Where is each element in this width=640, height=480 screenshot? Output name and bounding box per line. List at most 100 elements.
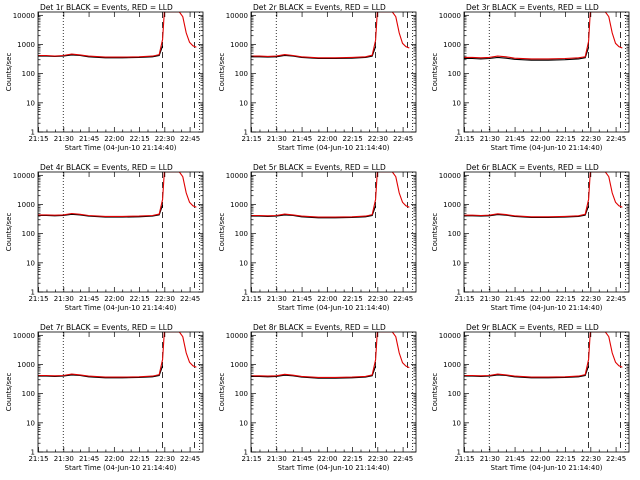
y-tick-label: 10000 (439, 332, 461, 340)
lld-series-line (464, 332, 623, 378)
events-series-line (251, 365, 377, 379)
y-tick-label: 10000 (226, 172, 248, 180)
x-tick-label: 21:30 (54, 295, 74, 303)
x-tick-label: 22:30 (155, 295, 175, 303)
x-axis-label: Start Time (04-Jun-10 21:14:40) (491, 304, 603, 312)
y-tick-label: 10000 (13, 172, 35, 180)
panel-8: Det 8r BLACK = Events, RED = LLD 1 10 100 10… (218, 323, 417, 472)
lld-series-line (251, 172, 410, 218)
x-tick-label: 21:45 (292, 135, 312, 143)
y-tick-label: 10000 (226, 12, 248, 20)
series-group (464, 12, 623, 61)
series-group (464, 332, 623, 379)
y-tick-label: 1000 (230, 41, 248, 49)
plot-frame (37, 171, 204, 293)
x-tick-label: 21:15 (241, 295, 261, 303)
x-tick-label: 21:30 (480, 455, 500, 463)
y-tick-label: 1000 (17, 361, 35, 369)
lld-series-line (464, 172, 623, 218)
x-tick-label: 22:15 (342, 455, 362, 463)
y-axis-label: Counts/sec (218, 373, 226, 412)
x-tick-label: 22:30 (368, 295, 388, 303)
x-tick-label: 22:00 (530, 295, 550, 303)
panel-title: Det 7r BLACK = Events, RED = LLD (40, 323, 173, 332)
y-tick-label: 10 (26, 259, 35, 267)
series-group (251, 172, 410, 219)
panel-9: Det 9r BLACK = Events, RED = LLD 1 10 100 10… (431, 323, 630, 472)
x-tick-label: 21:45 (79, 295, 99, 303)
events-series-line (38, 365, 164, 379)
y-tick-label: 10000 (439, 12, 461, 20)
panel-title: Det 5r BLACK = Events, RED = LLD (253, 163, 386, 172)
x-axis-label: Start Time (04-Jun-10 21:14:40) (491, 464, 603, 472)
panel-title: Det 1r BLACK = Events, RED = LLD (40, 3, 173, 12)
y-tick-label: 1000 (443, 361, 461, 369)
panel-title: Det 9r BLACK = Events, RED = LLD (466, 323, 599, 332)
x-tick-label: 22:00 (317, 135, 337, 143)
lld-series-line (251, 332, 410, 378)
y-tick-label: 1 (244, 129, 248, 137)
x-tick-label: 22:30 (581, 455, 601, 463)
panel-3: Det 3r BLACK = Events, RED = LLD 1 10 100 10… (431, 3, 630, 152)
y-axis-label: Counts/sec (431, 373, 439, 412)
x-tick-label: 22:00 (104, 455, 124, 463)
y-tick-label: 100 (235, 70, 248, 78)
series-group (464, 172, 623, 218)
panel-title: Det 3r BLACK = Events, RED = LLD (466, 3, 599, 12)
series-group (251, 12, 410, 60)
x-tick-label: 22:00 (104, 295, 124, 303)
x-tick-label: 22:00 (317, 455, 337, 463)
plot-frame (250, 11, 417, 133)
events-series-line (251, 205, 377, 219)
x-axis-label: Start Time (04-Jun-10 21:14:40) (278, 464, 390, 472)
panel-1: Det 1r BLACK = Events, RED = LLD 1 10 100 10… (5, 3, 204, 152)
panel-title: Det 8r BLACK = Events, RED = LLD (253, 323, 386, 332)
y-tick-label: 100 (22, 390, 35, 398)
lld-series-line (251, 12, 410, 59)
events-series-line (464, 205, 590, 218)
events-series-line (464, 47, 590, 61)
y-tick-label: 1 (31, 289, 35, 297)
y-tick-label: 1 (457, 129, 461, 137)
x-tick-label: 21:15 (241, 135, 261, 143)
events-series-line (38, 204, 164, 218)
y-tick-label: 10000 (13, 12, 35, 20)
x-tick-label: 21:15 (28, 295, 48, 303)
panel-4: Det 4r BLACK = Events, RED = LLD 1 10 100 10… (5, 163, 204, 312)
y-axis-label: Counts/sec (5, 53, 13, 92)
x-axis-label: Start Time (04-Jun-10 21:14:40) (65, 144, 177, 152)
panel-title: Det 4r BLACK = Events, RED = LLD (40, 163, 173, 172)
y-tick-label: 100 (448, 70, 461, 78)
x-tick-label: 22:45 (393, 295, 413, 303)
series-group (38, 12, 197, 59)
y-tick-label: 10 (452, 259, 461, 267)
x-tick-label: 22:00 (317, 295, 337, 303)
x-tick-label: 21:45 (292, 295, 312, 303)
plot-frame (463, 331, 630, 453)
x-tick-label: 22:30 (581, 295, 601, 303)
x-tick-label: 22:15 (129, 455, 149, 463)
x-tick-label: 22:45 (606, 295, 626, 303)
x-tick-label: 22:45 (606, 455, 626, 463)
x-tick-label: 21:15 (28, 455, 48, 463)
x-tick-label: 22:45 (180, 295, 200, 303)
y-tick-label: 10 (452, 419, 461, 427)
x-tick-label: 21:45 (79, 455, 99, 463)
y-axis-label: Counts/sec (431, 53, 439, 92)
plot-frame (37, 331, 204, 453)
y-tick-label: 10 (26, 99, 35, 107)
x-tick-label: 21:30 (54, 135, 74, 143)
y-axis-label: Counts/sec (218, 213, 226, 252)
y-tick-label: 1 (244, 289, 248, 297)
x-tick-label: 21:15 (454, 455, 474, 463)
series-group (38, 172, 197, 218)
x-tick-label: 21:30 (267, 295, 287, 303)
x-tick-label: 21:30 (480, 295, 500, 303)
x-tick-label: 22:15 (555, 135, 575, 143)
panel-2: Det 2r BLACK = Events, RED = LLD 1 10 100 10… (218, 3, 417, 152)
x-tick-label: 21:45 (505, 135, 525, 143)
lld-series-line (38, 172, 197, 217)
y-tick-label: 10000 (226, 332, 248, 340)
